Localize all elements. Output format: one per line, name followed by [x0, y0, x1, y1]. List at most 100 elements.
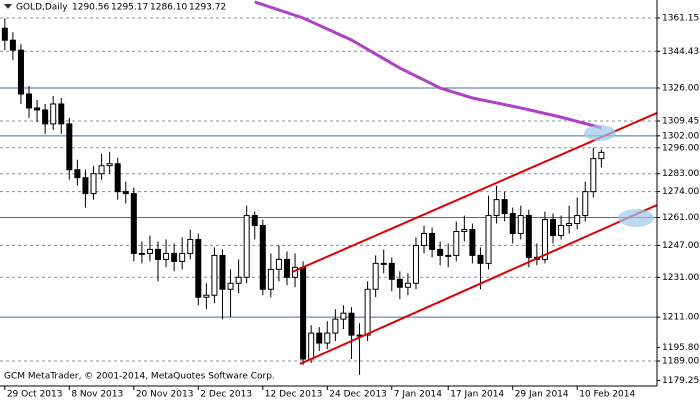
y-tick-label: 1296.00: [662, 143, 699, 153]
y-tick-label: 1211.00: [662, 313, 699, 323]
x-tick-label: 20 Nov 2013: [136, 390, 194, 400]
highlight: [584, 125, 616, 141]
candle-body: [509, 213, 516, 234]
candle-body: [58, 103, 65, 125]
candle-body: [412, 244, 419, 284]
x-tick-label: 29 Jan 2014: [515, 390, 569, 400]
candle-body: [421, 232, 428, 246]
candle-body: [574, 215, 581, 225]
candle-body: [340, 312, 347, 320]
candle-body: [388, 262, 395, 280]
ohlc-label: 1293.72: [189, 3, 226, 13]
candle-body: [275, 258, 282, 270]
x-tick-label: 12 Dec 2013: [265, 390, 323, 400]
candle-body: [163, 252, 170, 260]
y-tick-label: 1283.00: [662, 169, 699, 179]
candle-body: [138, 252, 145, 255]
candle-body: [1, 27, 8, 41]
candle-body: [42, 109, 49, 125]
candle-body: [98, 165, 105, 175]
candle-body: [582, 191, 589, 217]
chart-title: GOLD,Daily: [16, 3, 68, 13]
x-tick-label: 29 Oct 2013: [7, 390, 63, 400]
y-tick-label: 1309.45: [662, 117, 699, 127]
candle-body: [300, 266, 307, 360]
x-tick-label: 2 Dec 2013: [200, 390, 252, 400]
candle-body: [501, 199, 508, 215]
y-tick-label: 1326.00: [662, 84, 699, 94]
candle-body: [211, 254, 218, 296]
candle-body: [332, 318, 339, 334]
candle-body: [590, 158, 597, 193]
candle-body: [598, 151, 605, 160]
y-tick-label: 1179.25: [662, 376, 699, 386]
y-tick-label: 1189.00: [662, 356, 699, 366]
candle-body: [404, 282, 411, 288]
candle-body: [74, 169, 81, 179]
candle-body: [550, 219, 557, 236]
candle-body: [324, 332, 331, 344]
candle-body: [227, 282, 234, 290]
candle-body: [348, 312, 355, 336]
y-tick-label: 1247.00: [662, 241, 699, 251]
candle-body: [9, 39, 16, 51]
ohlc-label: 1290.56: [72, 3, 109, 13]
trendline: [299, 204, 657, 365]
y-tick-label: 1195.80: [662, 343, 699, 353]
x-tick-label: 24 Dec 2013: [329, 390, 387, 400]
candle-body: [396, 278, 403, 288]
candle-body: [82, 177, 89, 195]
candle-body: [171, 252, 178, 262]
y-tick-label: 1344.43: [662, 47, 699, 57]
highlight: [618, 209, 654, 227]
candle-body: [235, 276, 242, 284]
candle-body: [267, 268, 274, 290]
candle-body: [364, 288, 371, 336]
candle-body: [259, 225, 266, 290]
candle-body: [485, 215, 492, 264]
candle-body: [558, 225, 565, 236]
candle-body: [469, 228, 476, 256]
y-tick-label: 1361.15: [662, 13, 699, 23]
candle-body: [517, 215, 524, 234]
x-tick-label: 10 Feb 2014: [579, 390, 635, 400]
moving-average: [254, 0, 602, 130]
candle-body: [283, 258, 290, 278]
candle-body: [17, 49, 24, 95]
candle-body: [477, 254, 484, 264]
y-tick-label: 1261.00: [662, 213, 699, 223]
candle-body: [429, 232, 436, 250]
candle-body: [26, 93, 33, 109]
y-tick-label: 1302.00: [662, 131, 699, 141]
candle-body: [90, 173, 97, 195]
candle-body: [372, 262, 379, 290]
candle-body: [437, 248, 444, 256]
candle-body: [453, 230, 460, 256]
candle-body: [203, 294, 210, 298]
ohlc-label: 1295.17: [111, 3, 148, 13]
y-tick-label: 1231.00: [662, 273, 699, 283]
candle-body: [380, 262, 387, 265]
candle-body: [219, 254, 226, 290]
candle-body: [461, 228, 468, 232]
candle-body: [195, 238, 202, 298]
candle-body: [493, 199, 500, 217]
ohlc-label: 1286.10: [150, 3, 187, 13]
candle-body: [251, 215, 258, 227]
candle-body: [308, 332, 315, 360]
candle-body: [445, 254, 452, 257]
candle-body: [50, 103, 57, 125]
x-tick-label: 17 Jan 2014: [450, 390, 504, 400]
candle-body: [187, 238, 194, 254]
x-tick-label: 7 Jan 2014: [394, 390, 442, 400]
candle-body: [155, 248, 162, 260]
candle-body: [179, 252, 186, 262]
candle-body: [106, 163, 113, 167]
candle-body: [541, 219, 548, 260]
candle-body: [525, 215, 532, 258]
x-tick-label: 8 Nov 2013: [71, 390, 123, 400]
candle-body: [316, 332, 323, 344]
candle-body: [566, 223, 573, 227]
footer: GCM MetaTrader, © 2001-2014, MetaQuotes …: [4, 372, 275, 382]
